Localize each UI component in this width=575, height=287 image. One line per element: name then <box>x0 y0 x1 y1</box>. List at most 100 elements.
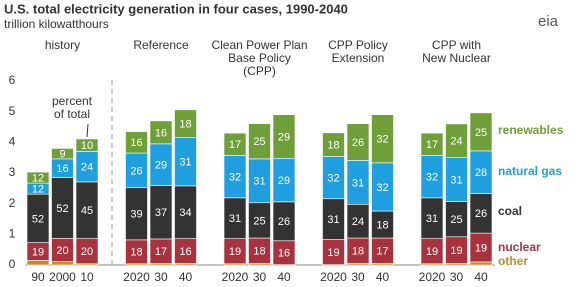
data-label: 25 <box>475 127 487 139</box>
data-label: 16 <box>130 137 142 149</box>
x-tick-label: 30 <box>351 270 365 284</box>
bar-segment <box>75 138 99 152</box>
data-label: 28 <box>475 167 487 179</box>
group-label: CPP Policy <box>328 38 388 52</box>
data-label: 18 <box>253 246 265 258</box>
data-label: 19 <box>475 242 487 254</box>
data-label: 19 <box>32 246 44 258</box>
data-label: 25 <box>253 136 265 148</box>
data-label: 16 <box>155 127 167 139</box>
data-label: 26 <box>130 165 142 177</box>
group-label: New Nuclear <box>422 51 491 65</box>
x-tick-label: 40 <box>376 270 390 284</box>
bar-segment <box>469 261 493 266</box>
data-label: 26 <box>278 216 290 228</box>
bar-segment <box>420 132 444 156</box>
data-label: 45 <box>81 205 93 217</box>
x-tick-label: 30 <box>450 270 464 284</box>
data-label: 24 <box>352 216 364 228</box>
data-label: 19 <box>327 247 339 259</box>
data-label: 39 <box>130 209 142 221</box>
bar-segment <box>149 120 173 145</box>
logo: eia <box>538 13 559 30</box>
data-label: 32 <box>376 182 388 194</box>
annotation-leader <box>86 123 89 137</box>
x-tick-label: 2000 <box>49 270 76 284</box>
data-label: 18 <box>327 140 339 152</box>
data-label: 17 <box>155 246 167 258</box>
bar-segment <box>26 171 50 184</box>
group-label: (CPP) <box>243 64 276 78</box>
bar-segment <box>322 132 345 157</box>
y-tick-label: 2 <box>9 196 16 210</box>
data-label: 31 <box>327 214 339 226</box>
bar-segment <box>223 132 247 156</box>
bar-segment <box>51 261 74 266</box>
data-label: 10 <box>81 140 93 152</box>
data-label: 18 <box>352 246 364 258</box>
data-label: 12 <box>32 184 44 196</box>
x-tick-label: 2020 <box>419 270 446 284</box>
y-tick-label: 1 <box>9 227 16 241</box>
data-label: 31 <box>426 213 438 225</box>
annotation: of total <box>54 107 90 121</box>
data-label: 31 <box>352 177 364 189</box>
x-tick-label: 30 <box>154 270 168 284</box>
data-label: 32 <box>376 134 388 146</box>
y-tick-label: 0 <box>9 257 16 271</box>
bar-segment <box>445 123 468 158</box>
legend-label: natural gas <box>498 164 562 178</box>
data-label: 25 <box>253 215 265 227</box>
group-label: history <box>45 38 80 52</box>
y-tick-label: 4 <box>9 135 16 149</box>
x-tick-label: 40 <box>277 270 291 284</box>
x-tick-label: 90 <box>31 270 45 284</box>
y-tick-label: 6 <box>9 73 16 87</box>
x-tick-label: 40 <box>179 270 193 284</box>
group-label: Extension <box>332 51 385 65</box>
bar-segment <box>125 131 148 154</box>
group-label: Clean Power Plan <box>211 38 307 52</box>
data-label: 16 <box>56 163 68 175</box>
y-tick-label: 5 <box>9 104 16 118</box>
data-label: 19 <box>426 246 438 258</box>
x-tick-label: 2020 <box>222 270 249 284</box>
data-label: 31 <box>450 174 462 186</box>
data-label: 26 <box>352 137 364 149</box>
data-label: 52 <box>32 213 44 225</box>
x-tick-label: 40 <box>474 270 488 284</box>
data-label: 19 <box>450 245 462 257</box>
data-label: 18 <box>376 219 388 231</box>
legend-label: nuclear <box>498 240 541 254</box>
x-tick-label: 2020 <box>320 270 347 284</box>
data-label: 24 <box>450 136 462 148</box>
data-label: 25 <box>450 214 462 226</box>
data-label: 19 <box>229 246 241 258</box>
data-label: 31 <box>179 157 191 169</box>
data-label: 18 <box>179 119 191 131</box>
legend-label: coal <box>498 204 522 218</box>
legend-label: renewables <box>498 123 564 137</box>
data-label: 31 <box>253 176 265 188</box>
group-label: Base Policy <box>228 51 291 65</box>
bar-segment <box>174 109 197 139</box>
group-label: CPP with <box>432 38 481 52</box>
data-label: 17 <box>426 139 438 151</box>
bar-segment <box>26 260 50 266</box>
data-label: 29 <box>278 175 290 187</box>
y-tick-label: 3 <box>9 165 16 179</box>
data-label: 20 <box>81 246 93 258</box>
data-label: 9 <box>59 149 65 161</box>
bar-segment <box>371 114 394 164</box>
data-label: 37 <box>155 207 167 219</box>
legend-label: other <box>498 254 528 268</box>
bar-segment <box>272 114 296 159</box>
data-label: 29 <box>155 160 167 172</box>
x-tick-label: 10 <box>80 270 94 284</box>
data-label: 17 <box>376 246 388 258</box>
bar-segment <box>346 123 370 161</box>
x-tick-label: 30 <box>253 270 267 284</box>
bar-segment <box>469 112 493 152</box>
